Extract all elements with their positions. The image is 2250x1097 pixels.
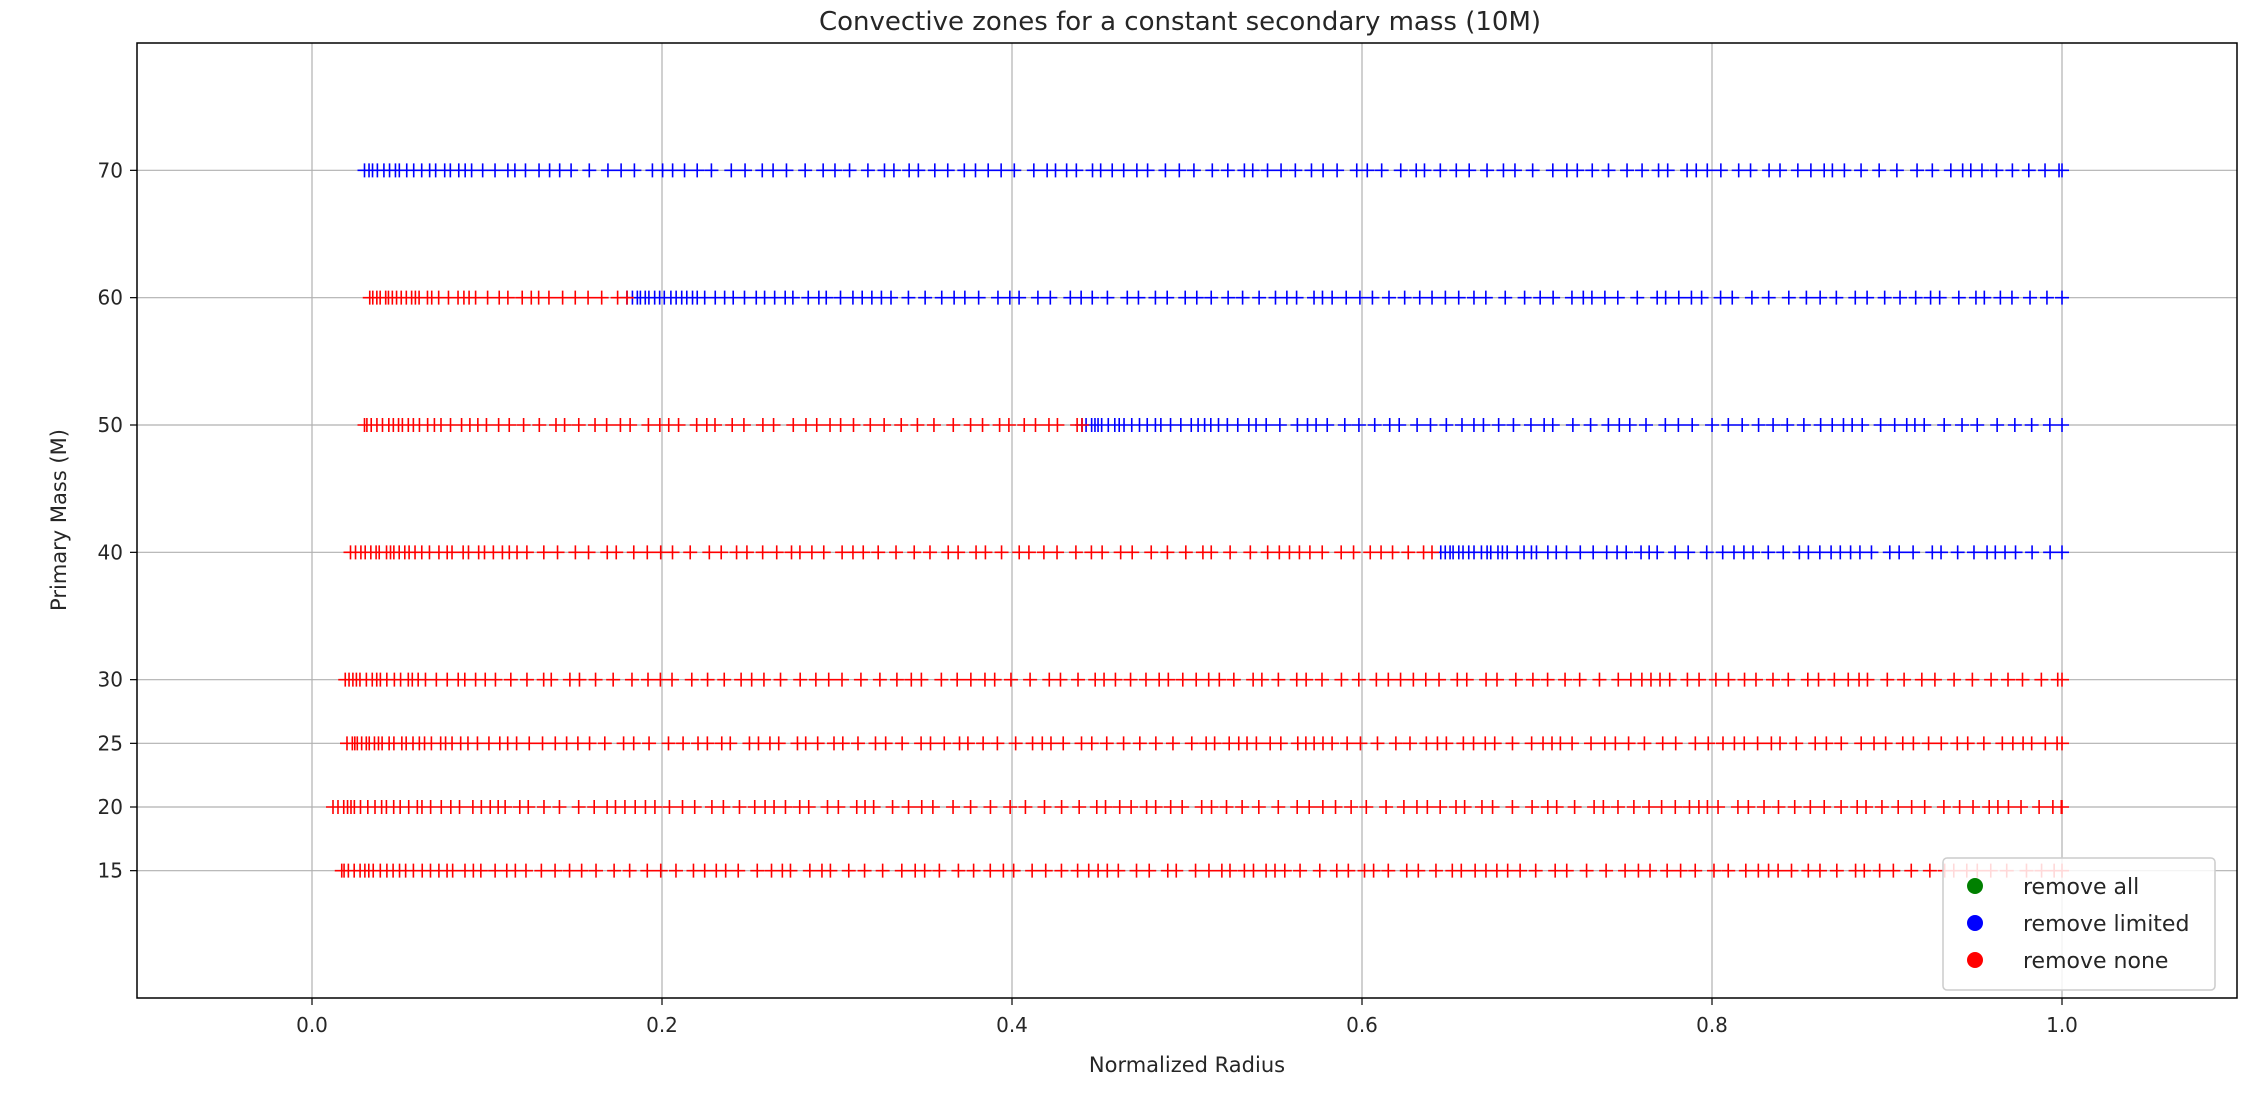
plus-markers — [357, 418, 1089, 432]
legend-marker-remove-limited — [1967, 915, 1983, 931]
data-marks — [326, 163, 2069, 878]
y-tick-label: 50 — [98, 413, 123, 437]
plus-markers — [357, 163, 2069, 178]
marker-row-remove-none-30 — [338, 672, 2069, 687]
marker-row-remove-none-60 — [362, 290, 634, 305]
marker-row-remove-limited-40 — [1433, 545, 2069, 560]
y-axis: 15 20 25 30 40 50 60 70 — [98, 158, 137, 883]
plus-markers — [343, 545, 1439, 560]
plus-markers — [362, 290, 634, 305]
y-tick-label: 40 — [98, 540, 123, 564]
legend-label-remove-none: remove none — [2023, 949, 2168, 974]
plus-markers — [338, 672, 2069, 687]
y-tick-label: 60 — [98, 286, 123, 310]
legend-label-remove-limited: remove limited — [2023, 912, 2189, 937]
plus-markers — [1433, 545, 2069, 560]
x-tick-label: 0.0 — [296, 1013, 328, 1037]
marker-row-remove-none-40 — [343, 545, 1439, 560]
x-tick-label: 1.0 — [2046, 1013, 2078, 1037]
plus-markers — [340, 736, 2069, 751]
marker-row-remove-none-20 — [326, 800, 2069, 814]
x-tick-label: 0.6 — [1346, 1013, 1378, 1037]
plus-markers — [334, 863, 2069, 878]
y-tick-label: 25 — [98, 731, 123, 755]
x-tick-label: 0.4 — [996, 1013, 1028, 1037]
marker-row-remove-none-50 — [357, 418, 1089, 432]
y-axis-label: Primary Mass (M) — [47, 429, 71, 611]
marker-row-remove-limited-50 — [1075, 418, 2069, 432]
legend-marker-remove-all — [1967, 878, 1983, 894]
plus-markers — [620, 290, 2069, 305]
plot-frame — [136, 42, 2238, 999]
marker-row-remove-limited-60 — [620, 290, 2069, 305]
legend-label-remove-all: remove all — [2023, 875, 2139, 900]
marker-row-remove-none-25 — [340, 736, 2069, 751]
legend-box — [1942, 857, 2216, 991]
x-axis: 0.0 0.2 0.4 0.6 0.8 1.0 — [296, 998, 2078, 1037]
chart-title: Convective zones for a constant secondar… — [819, 7, 1541, 37]
y-tick-label: 20 — [98, 795, 123, 819]
x-tick-label: 0.8 — [1696, 1013, 1728, 1037]
y-tick-label: 70 — [98, 158, 123, 182]
grid — [137, 43, 2237, 998]
marker-row-remove-none-15 — [334, 863, 2069, 878]
marker-row-remove-limited-70 — [357, 163, 2069, 178]
legend: remove all remove limited remove none — [1942, 857, 2216, 991]
plus-markers — [1075, 418, 2069, 432]
x-axis-label: Normalized Radius — [1089, 1053, 1285, 1077]
x-tick-label: 0.2 — [646, 1013, 678, 1037]
plus-markers — [326, 800, 2069, 814]
legend-marker-remove-none — [1967, 952, 1983, 968]
y-tick-label: 30 — [98, 668, 123, 692]
y-tick-label: 15 — [98, 859, 123, 883]
